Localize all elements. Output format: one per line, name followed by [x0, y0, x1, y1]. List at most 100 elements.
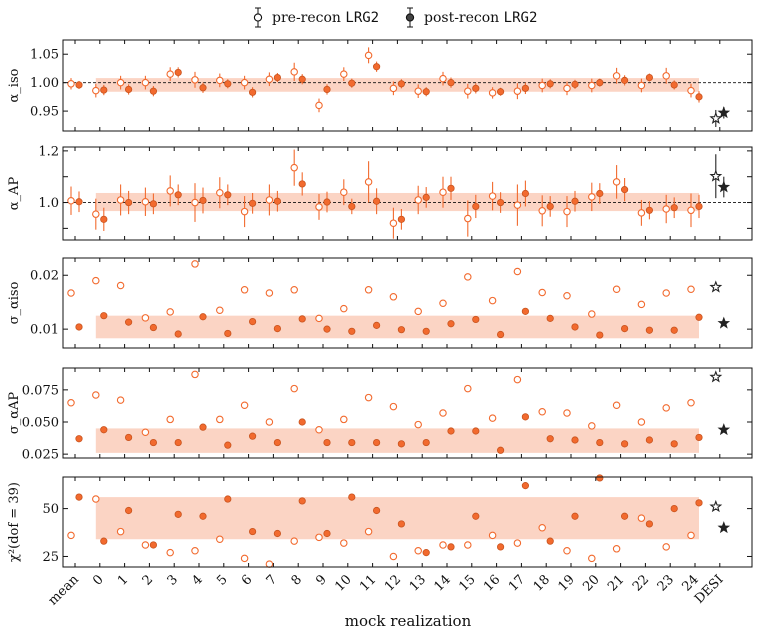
- post-point: [620, 324, 629, 333]
- post-point: [323, 325, 331, 333]
- pre-point: [513, 375, 522, 384]
- post-point: [472, 84, 480, 92]
- pre-point: [687, 398, 695, 407]
- post-point: [521, 413, 530, 421]
- post-point: [323, 198, 331, 206]
- post-point: [670, 326, 678, 334]
- post-point: [348, 327, 356, 335]
- post-point: [397, 440, 405, 448]
- post-point: [596, 331, 604, 339]
- post-point: [521, 307, 530, 315]
- pre-point: [389, 293, 398, 301]
- pre-point: [612, 545, 621, 553]
- post-point: [397, 215, 405, 223]
- post-point: [125, 85, 133, 94]
- pre-point: [340, 304, 348, 313]
- x-tick-label: 10: [332, 572, 354, 594]
- post-point: [546, 537, 554, 545]
- post-point: [100, 312, 108, 320]
- post-point: [447, 543, 455, 551]
- post-point: [372, 197, 381, 205]
- post-point: [199, 84, 207, 92]
- desi-pre-star: [709, 111, 723, 124]
- desi-post-star: [717, 521, 731, 534]
- post-point: [571, 323, 579, 331]
- x-tick-label: 15: [456, 572, 478, 594]
- post-point: [149, 541, 157, 549]
- post-point: [125, 198, 133, 207]
- post-point: [695, 93, 703, 101]
- post-point: [348, 79, 356, 87]
- y-tick-label: 1.00: [30, 76, 59, 91]
- y-tick-label: 0.95: [30, 105, 59, 120]
- pre-point: [538, 523, 546, 532]
- pre-point: [538, 288, 546, 297]
- post-point: [249, 432, 257, 440]
- post-point: [249, 317, 257, 326]
- post-point: [645, 520, 654, 528]
- pre-point: [538, 81, 546, 90]
- post-point: [348, 202, 356, 211]
- desi-post-star: [717, 316, 731, 329]
- pre-point: [488, 89, 497, 97]
- x-tick-label: 5: [214, 572, 230, 588]
- x-tick-label: 11: [357, 572, 379, 594]
- pre-point: [364, 178, 373, 186]
- pre-point: [687, 285, 695, 294]
- post-point: [273, 73, 281, 82]
- post-point: [670, 204, 678, 212]
- post-point: [521, 84, 530, 92]
- x-tick-label: 16: [481, 572, 503, 594]
- y-tick-label: 1.05: [30, 48, 59, 63]
- post-point: [571, 80, 579, 88]
- pre-point: [141, 198, 150, 206]
- pre-point: [662, 289, 670, 297]
- pre-point: [538, 207, 546, 215]
- pre-point: [439, 188, 447, 196]
- desi-pre-star: [709, 280, 723, 293]
- x-tick-label: 8: [289, 572, 305, 588]
- pre-point: [67, 289, 75, 297]
- post-point: [521, 482, 530, 490]
- y-tick-label: 25: [42, 550, 59, 565]
- mock-band: [95, 192, 700, 212]
- pre-point: [265, 196, 274, 204]
- pre-point: [116, 78, 125, 87]
- post-point: [100, 86, 108, 94]
- post-point: [596, 79, 604, 87]
- post-point: [472, 427, 480, 435]
- pre-point: [240, 401, 249, 410]
- pre-point: [92, 391, 100, 399]
- post-point: [273, 324, 281, 333]
- x-tick-label: 4: [189, 572, 205, 588]
- pre-point: [92, 210, 100, 218]
- post-point: [645, 326, 654, 334]
- pre-point: [588, 81, 596, 90]
- x-axis-label: mock realization: [345, 612, 472, 630]
- mock-band: [95, 78, 700, 92]
- y-tick-label: 0.050: [22, 416, 59, 431]
- pre-point: [538, 407, 546, 416]
- pre-point: [166, 70, 174, 78]
- pre-point: [414, 87, 422, 95]
- pre-point: [240, 554, 249, 563]
- pre-point: [364, 286, 373, 294]
- desi-pre-star: [709, 169, 723, 182]
- pre-point: [637, 418, 646, 426]
- post-point: [298, 180, 306, 188]
- post-point: [596, 474, 604, 482]
- post-point: [125, 506, 133, 515]
- pre-point: [166, 187, 174, 195]
- post-point: [174, 191, 182, 199]
- pre-point: [488, 296, 497, 305]
- pre-point: [166, 308, 174, 316]
- pre-point: [67, 80, 75, 88]
- pre-point: [414, 420, 422, 429]
- pre-point: [687, 206, 695, 215]
- x-tick-label: 23: [655, 572, 677, 594]
- post-point: [447, 427, 455, 435]
- desi-post-star: [717, 423, 731, 436]
- post-point: [174, 68, 182, 77]
- post-point: [472, 315, 480, 324]
